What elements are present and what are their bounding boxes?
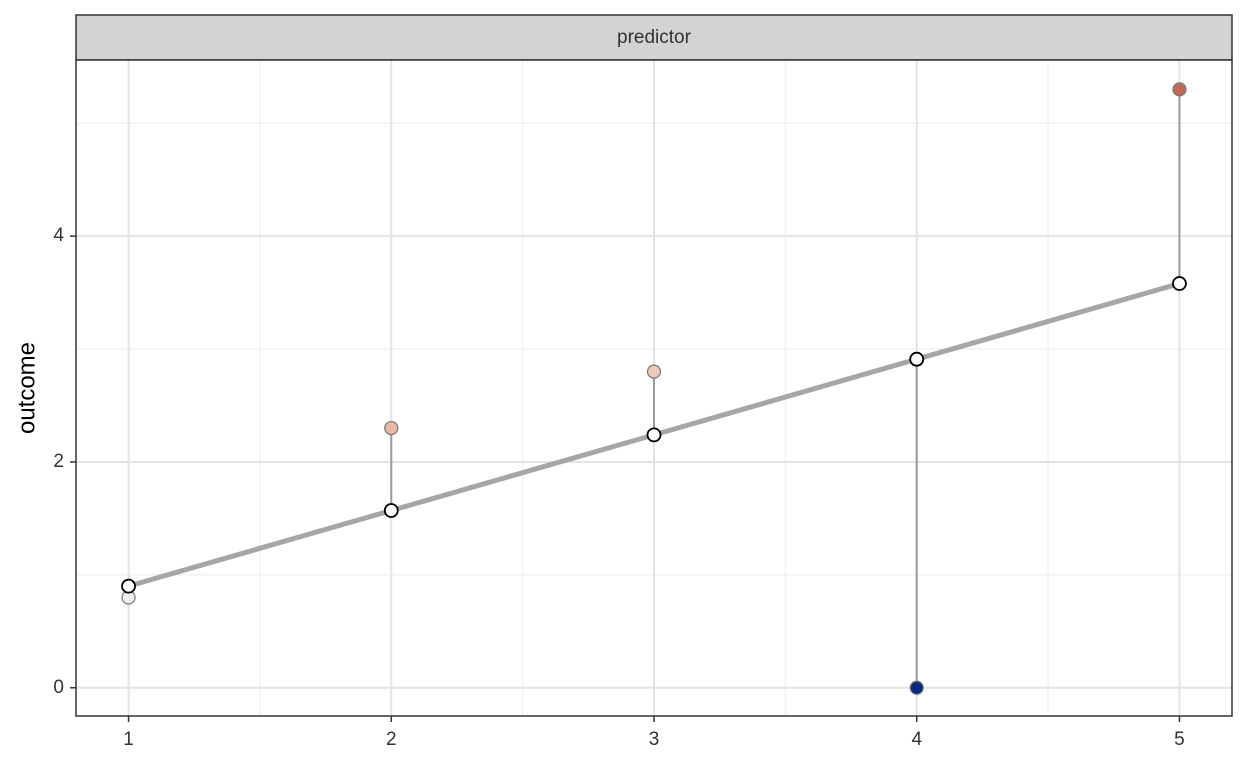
y-tick-label: 0: [53, 677, 64, 698]
x-tick-label: 3: [649, 729, 660, 750]
observed-point: [909, 680, 924, 695]
facet-label: predictor: [617, 27, 692, 48]
facet-strip: [75, 14, 1233, 61]
fitted-point: [121, 578, 136, 594]
y-tick-label: 2: [53, 451, 64, 472]
x-tick-label: 2: [386, 729, 397, 750]
y-tick-label: 4: [53, 225, 64, 246]
observed-point: [1172, 82, 1187, 97]
x-tick-label: 1: [123, 729, 134, 750]
panel-border: [75, 59, 1233, 717]
fitted-point: [1172, 276, 1187, 291]
observed-point: [646, 364, 662, 379]
x-tick-label: 4: [911, 729, 922, 750]
x-tick-label: 5: [1174, 729, 1185, 750]
fitted-point: [383, 503, 399, 518]
fitted-point: [909, 351, 925, 367]
y-axis-label: outcome: [13, 342, 40, 434]
observed-point: [384, 420, 399, 436]
fitted-point: [646, 427, 662, 443]
